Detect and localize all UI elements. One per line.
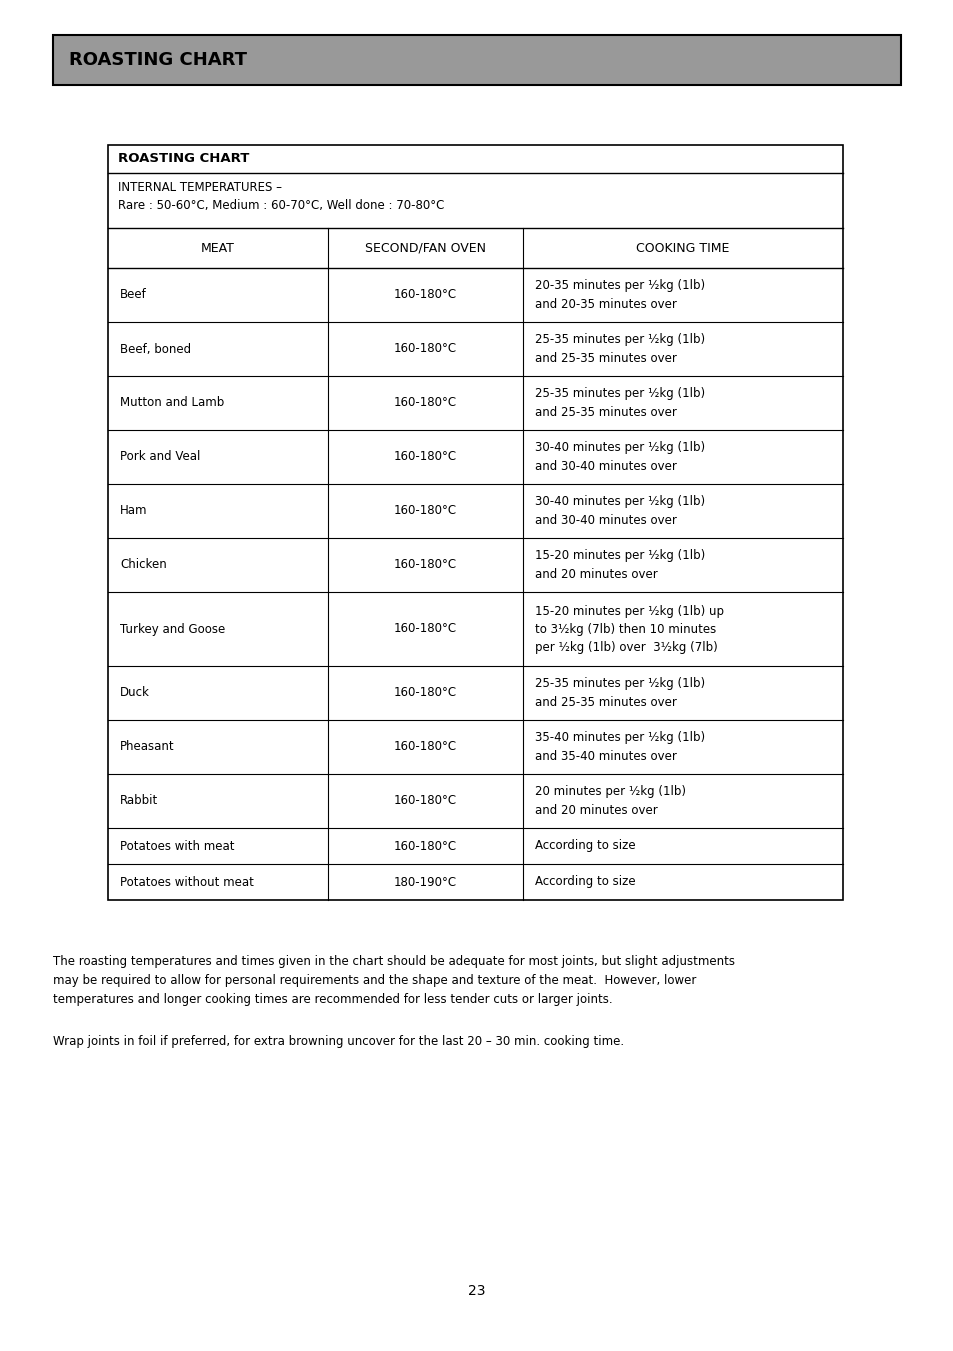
Text: MEAT: MEAT <box>201 242 234 254</box>
Text: Potatoes without meat: Potatoes without meat <box>120 875 253 889</box>
Text: Rabbit: Rabbit <box>120 794 158 808</box>
Text: Wrap joints in foil if preferred, for extra browning uncover for the last 20 – 3: Wrap joints in foil if preferred, for ex… <box>53 1035 623 1048</box>
Text: According to size: According to size <box>535 875 635 889</box>
Text: 20-35 minutes per ½kg (1lb)
and 20-35 minutes over: 20-35 minutes per ½kg (1lb) and 20-35 mi… <box>535 280 704 311</box>
Text: Turkey and Goose: Turkey and Goose <box>120 623 225 635</box>
Text: Duck: Duck <box>120 686 150 700</box>
Text: Mutton and Lamb: Mutton and Lamb <box>120 396 224 409</box>
Text: Pork and Veal: Pork and Veal <box>120 450 200 463</box>
Text: ROASTING CHART: ROASTING CHART <box>118 153 249 166</box>
Text: 30-40 minutes per ½kg (1lb)
and 30-40 minutes over: 30-40 minutes per ½kg (1lb) and 30-40 mi… <box>535 442 704 473</box>
Text: 25-35 minutes per ½kg (1lb)
and 25-35 minutes over: 25-35 minutes per ½kg (1lb) and 25-35 mi… <box>535 334 704 365</box>
Text: 160-180°C: 160-180°C <box>394 504 456 517</box>
Text: Pheasant: Pheasant <box>120 740 174 754</box>
Text: 160-180°C: 160-180°C <box>394 686 456 700</box>
Text: 15-20 minutes per ½kg (1lb) up
to 3½kg (7lb) then 10 minutes
per ½kg (1lb) over : 15-20 minutes per ½kg (1lb) up to 3½kg (… <box>535 604 723 654</box>
Bar <box>108 145 842 900</box>
Text: ROASTING CHART: ROASTING CHART <box>69 51 247 69</box>
Text: 160-180°C: 160-180°C <box>394 839 456 852</box>
Text: 160-180°C: 160-180°C <box>394 289 456 301</box>
Text: 30-40 minutes per ½kg (1lb)
and 30-40 minutes over: 30-40 minutes per ½kg (1lb) and 30-40 mi… <box>535 496 704 527</box>
Text: 160-180°C: 160-180°C <box>394 794 456 808</box>
Text: Potatoes with meat: Potatoes with meat <box>120 839 234 852</box>
Text: 160-180°C: 160-180°C <box>394 450 456 463</box>
Text: SECOND/FAN OVEN: SECOND/FAN OVEN <box>365 242 485 254</box>
Text: 160-180°C: 160-180°C <box>394 343 456 355</box>
Text: According to size: According to size <box>535 839 635 852</box>
Text: COOKING TIME: COOKING TIME <box>636 242 729 254</box>
Text: 35-40 minutes per ½kg (1lb)
and 35-40 minutes over: 35-40 minutes per ½kg (1lb) and 35-40 mi… <box>535 731 704 762</box>
Text: Beef, boned: Beef, boned <box>120 343 191 355</box>
Text: 160-180°C: 160-180°C <box>394 740 456 754</box>
Text: 160-180°C: 160-180°C <box>394 623 456 635</box>
Text: 160-180°C: 160-180°C <box>394 558 456 571</box>
Text: 23: 23 <box>468 1283 485 1298</box>
Text: 25-35 minutes per ½kg (1lb)
and 25-35 minutes over: 25-35 minutes per ½kg (1lb) and 25-35 mi… <box>535 677 704 708</box>
Text: Ham: Ham <box>120 504 148 517</box>
Text: 25-35 minutes per ½kg (1lb)
and 25-35 minutes over: 25-35 minutes per ½kg (1lb) and 25-35 mi… <box>535 388 704 419</box>
Text: 160-180°C: 160-180°C <box>394 396 456 409</box>
Text: 180-190°C: 180-190°C <box>394 875 456 889</box>
Text: Chicken: Chicken <box>120 558 167 571</box>
Text: INTERNAL TEMPERATURES –
Rare : 50-60°C, Medium : 60-70°C, Well done : 70-80°C: INTERNAL TEMPERATURES – Rare : 50-60°C, … <box>118 181 444 212</box>
Text: 15-20 minutes per ½kg (1lb)
and 20 minutes over: 15-20 minutes per ½kg (1lb) and 20 minut… <box>535 550 704 581</box>
Text: Beef: Beef <box>120 289 147 301</box>
Text: The roasting temperatures and times given in the chart should be adequate for mo: The roasting temperatures and times give… <box>53 955 734 1006</box>
Text: 20 minutes per ½kg (1lb)
and 20 minutes over: 20 minutes per ½kg (1lb) and 20 minutes … <box>535 785 685 816</box>
Bar <box>53 35 900 85</box>
